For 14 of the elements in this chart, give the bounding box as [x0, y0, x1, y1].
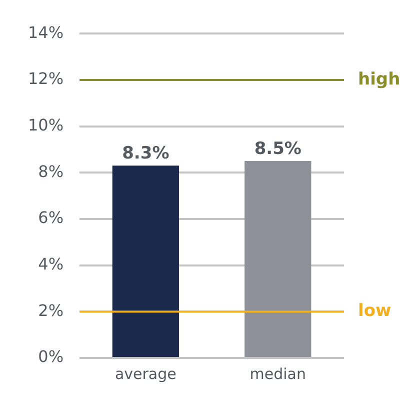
data-label: 8.3% — [122, 144, 170, 164]
x-tick-label: average — [114, 364, 176, 383]
y-tick-label: 14% — [28, 22, 64, 42]
y-tick-label: 8% — [38, 162, 64, 181]
y-tick-label: 0% — [38, 347, 64, 366]
y-tick-label: 12% — [28, 69, 64, 88]
x-tick-label: median — [250, 364, 306, 383]
ref-line-label: high — [358, 69, 400, 90]
y-tick-label: 6% — [38, 208, 64, 228]
y-tick-label: 10% — [28, 115, 64, 134]
y-tick-label: 2% — [38, 300, 64, 320]
y-tick-label: 4% — [38, 254, 64, 274]
data-label: 8.5% — [254, 138, 302, 159]
ref-line-label: low — [358, 301, 392, 322]
